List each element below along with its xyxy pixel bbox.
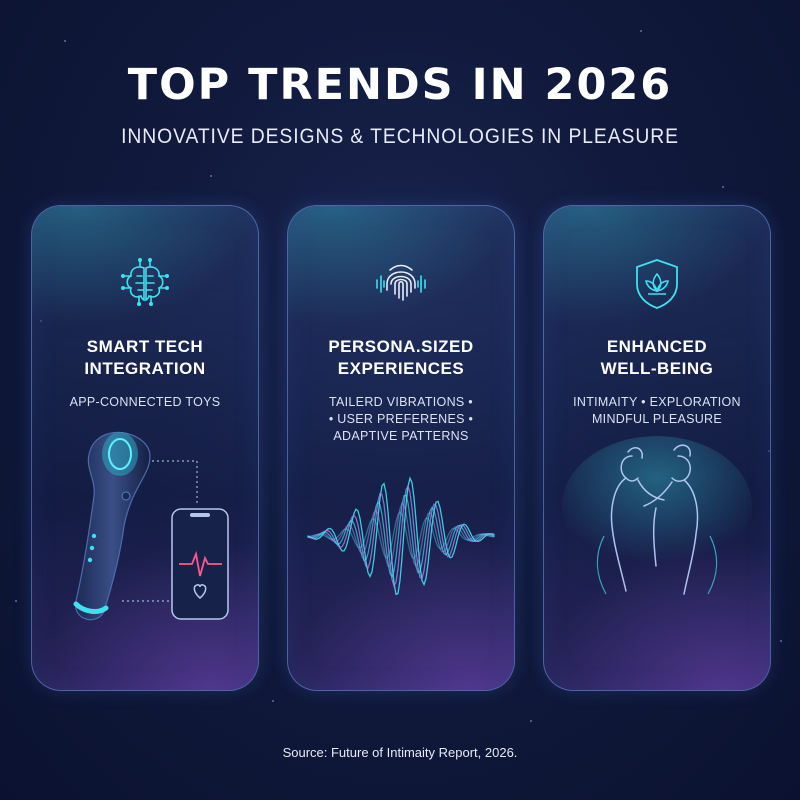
- card-subtitle: APP-CONNECTED TOYS: [69, 395, 221, 409]
- trend-card-smart-tech: SMART TECH INTEGRATION APP-CONNECTED TOY…: [31, 205, 259, 691]
- card-subtitle: TAILERD VIBRATIONS • • USER PREFERENES •…: [328, 395, 474, 443]
- source-citation: Source: Future of Intimaity Report, 2026…: [282, 745, 518, 760]
- trend-card-well-being: ENHANCED WELL-BEING INTIMAITY • EXPLORAT…: [543, 205, 771, 691]
- card-title: SMART TECH INTEGRATION: [84, 337, 206, 378]
- fingerprint-wave-icon: [376, 264, 426, 301]
- page-title: TOP TRENDS IN 2026: [127, 60, 673, 110]
- card-subtitle: INTIMAITY • EXPLORATION MINDFUL PLEASURE: [573, 395, 741, 426]
- wave-line: [307, 484, 495, 588]
- device-illustration: [73, 431, 151, 621]
- phone-heartbeat-illustration: [171, 508, 229, 620]
- page-subtitle: INNOVATIVE DESIGNS & TECHNOLOGIES IN PLE…: [121, 125, 679, 148]
- wave-line: [307, 502, 495, 568]
- device-and-phone-illustration: [73, 431, 229, 621]
- embracing-couple-illustration: [562, 436, 752, 595]
- sound-wave-illustration: [307, 476, 495, 596]
- brain-circuit-icon: [121, 258, 169, 306]
- wave-line: [307, 494, 495, 578]
- trend-card-personalized: PERSONA.SIZED EXPERIENCES TAILERD VIBRAT…: [287, 205, 515, 691]
- wave-line: [307, 510, 495, 560]
- lotus-shield-icon: [636, 259, 678, 309]
- card-title: PERSONA.SIZED EXPERIENCES: [328, 337, 474, 378]
- card-title: ENHANCED WELL-BEING: [600, 337, 714, 378]
